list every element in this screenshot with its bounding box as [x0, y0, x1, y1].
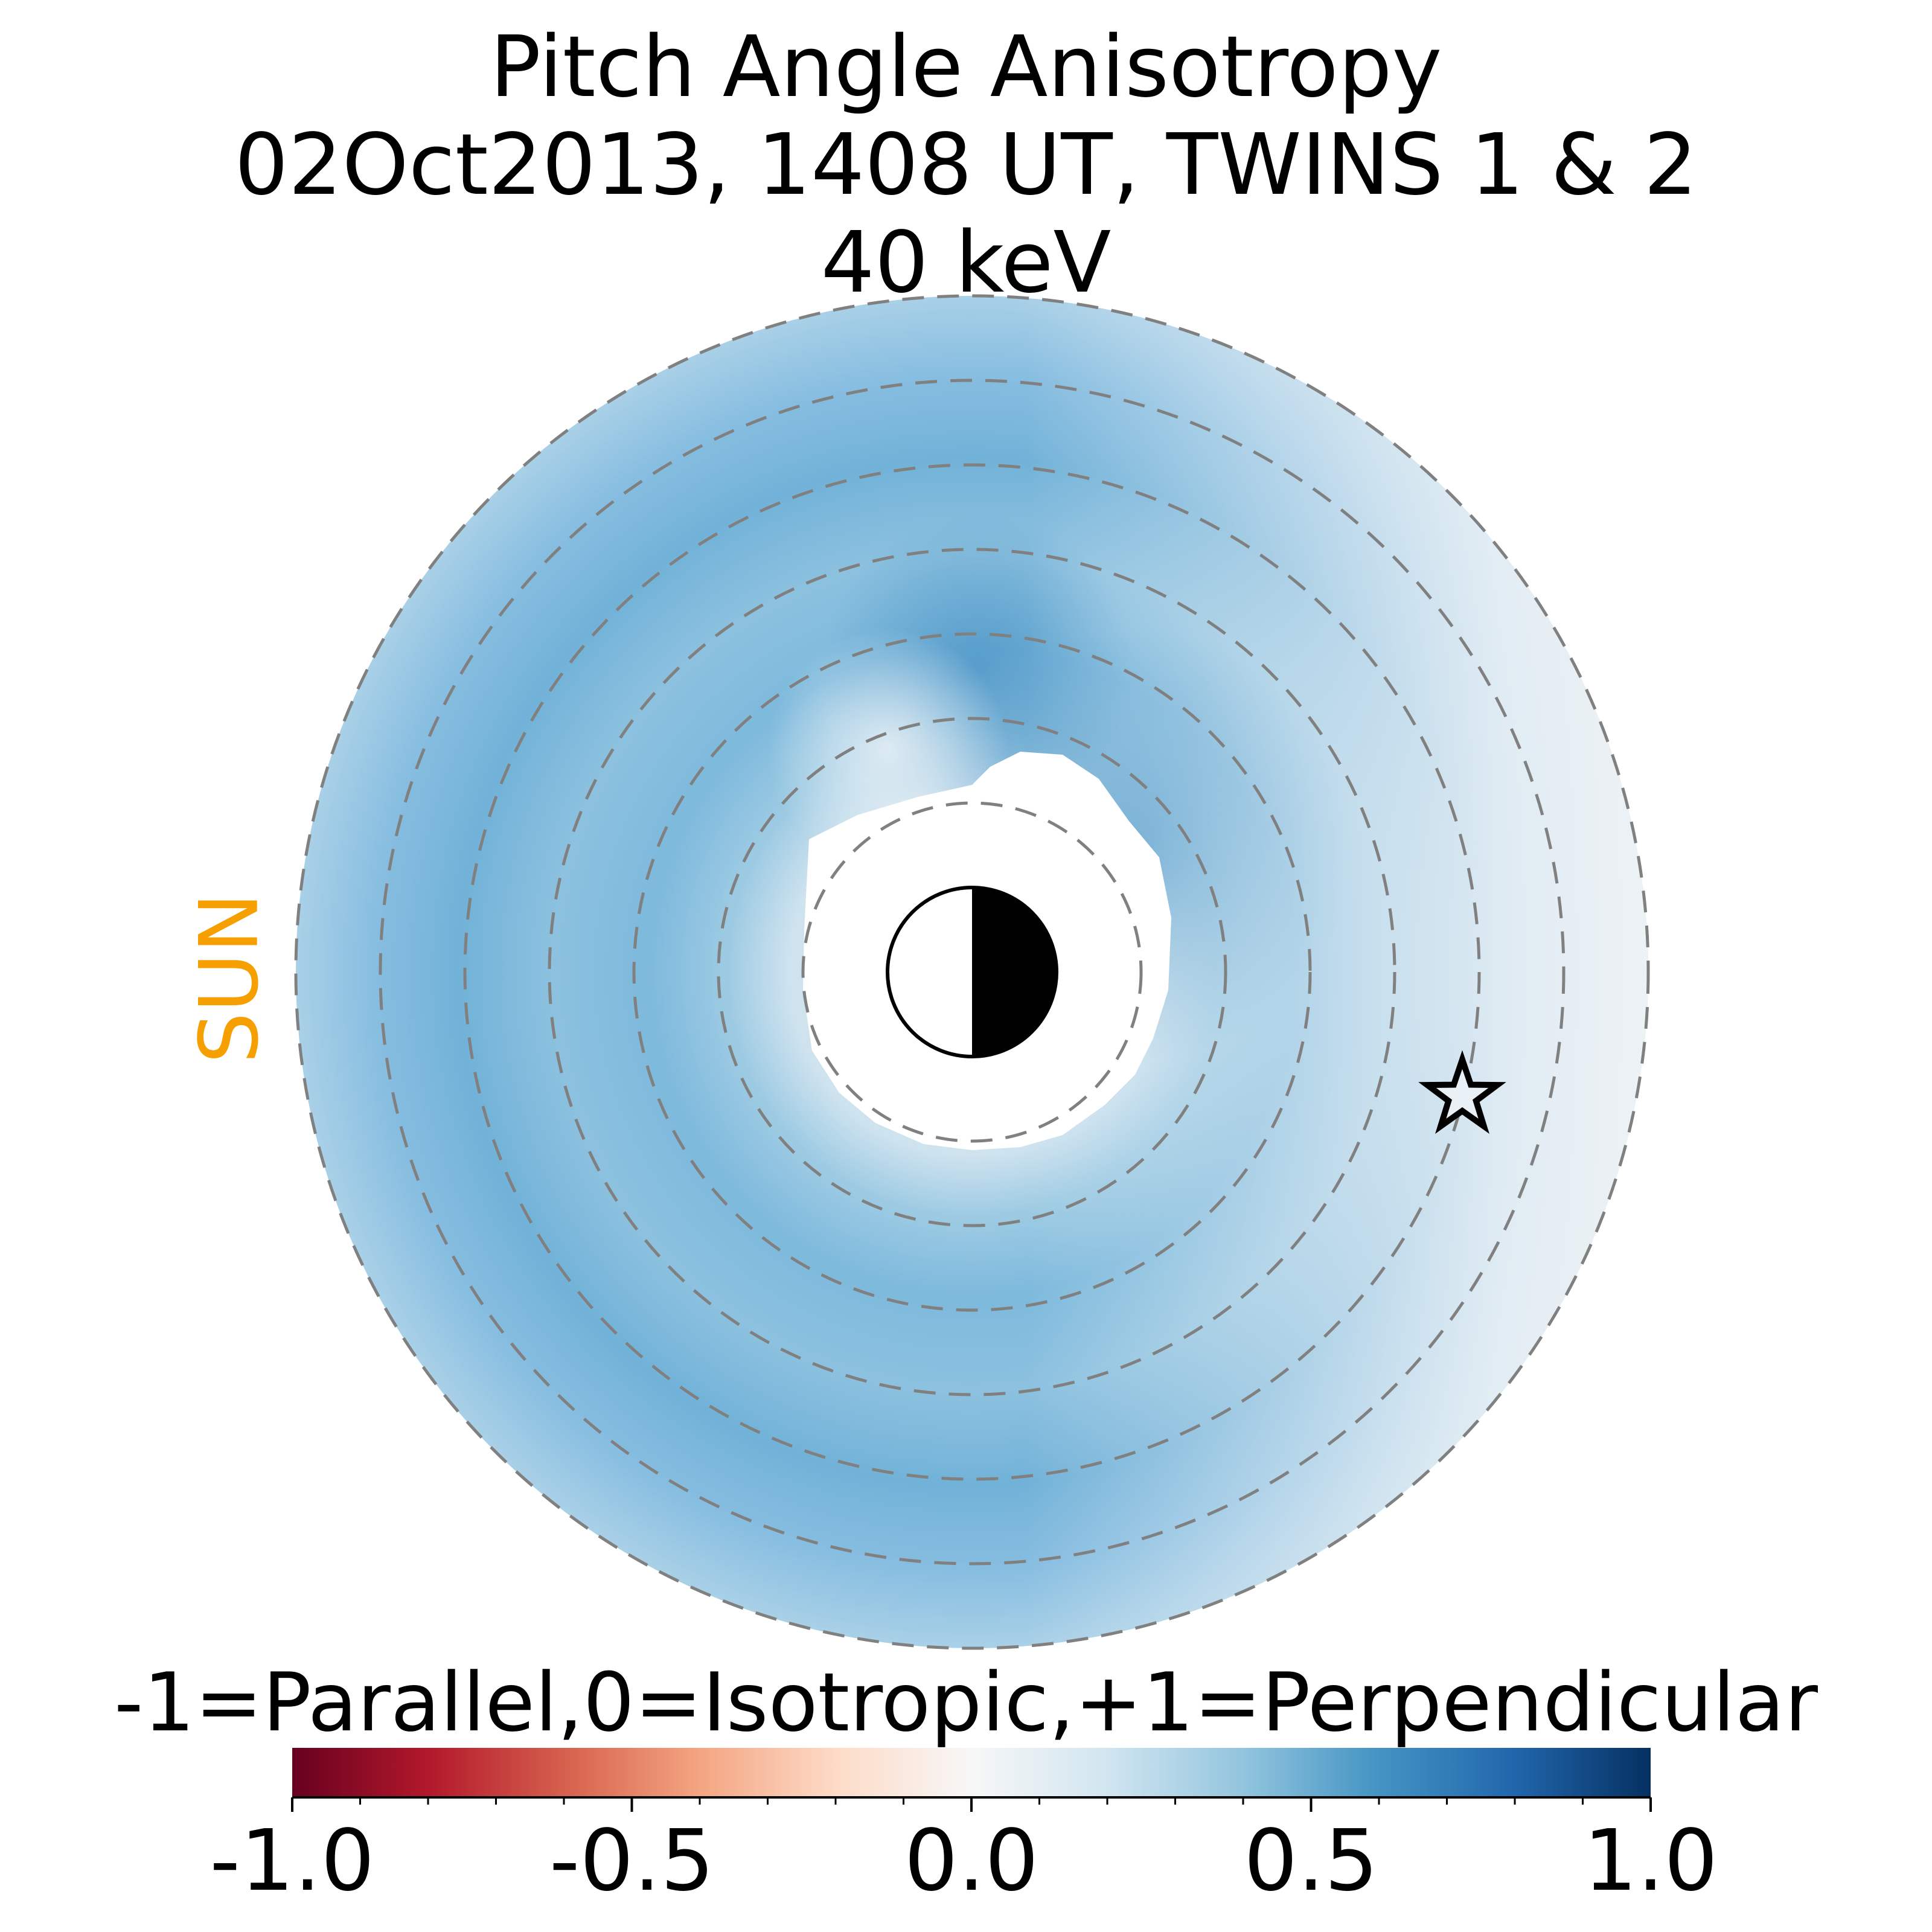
title-line-2: 02Oct2013, 1408 UT, TWINS 1 & 2 — [234, 116, 1698, 214]
ref-circle-6 — [463, 463, 1481, 1481]
colorbar-tick-labels: -1.0 -0.5 0.0 0.5 1.0 — [210, 1812, 1718, 1910]
ref-circle-3 — [717, 717, 1227, 1227]
earth-icon — [886, 886, 1058, 1058]
colorbar-major-ticks — [291, 1797, 1652, 1812]
colorbar-tick-label: 1.0 — [1584, 1812, 1718, 1910]
anisotropy-map — [294, 294, 1650, 1650]
colorbar-label: -1=Parallel,0=Isotropic,+1=Perpendicular — [114, 1655, 1818, 1750]
colorbar-tick-label: -1.0 — [210, 1812, 374, 1910]
ref-circle-7 — [379, 379, 1566, 1566]
title-line-1: Pitch Angle Anisotropy — [490, 18, 1442, 117]
ref-circle-8 — [294, 294, 1650, 1650]
colorbar-tick-label: 0.5 — [1244, 1812, 1378, 1910]
title-line-3: 40 keV — [820, 214, 1112, 312]
ref-circle-5 — [548, 548, 1396, 1396]
colorbar-body — [292, 1748, 1651, 1797]
ref-circle-2 — [801, 801, 1143, 1143]
star-marker-icon — [1418, 1050, 1506, 1134]
colorbar-tick-label: -0.5 — [549, 1812, 714, 1910]
colorbar-tick-label: 0.0 — [904, 1812, 1039, 1910]
reference-circles — [294, 294, 1650, 1650]
ref-circle-4 — [632, 632, 1312, 1312]
